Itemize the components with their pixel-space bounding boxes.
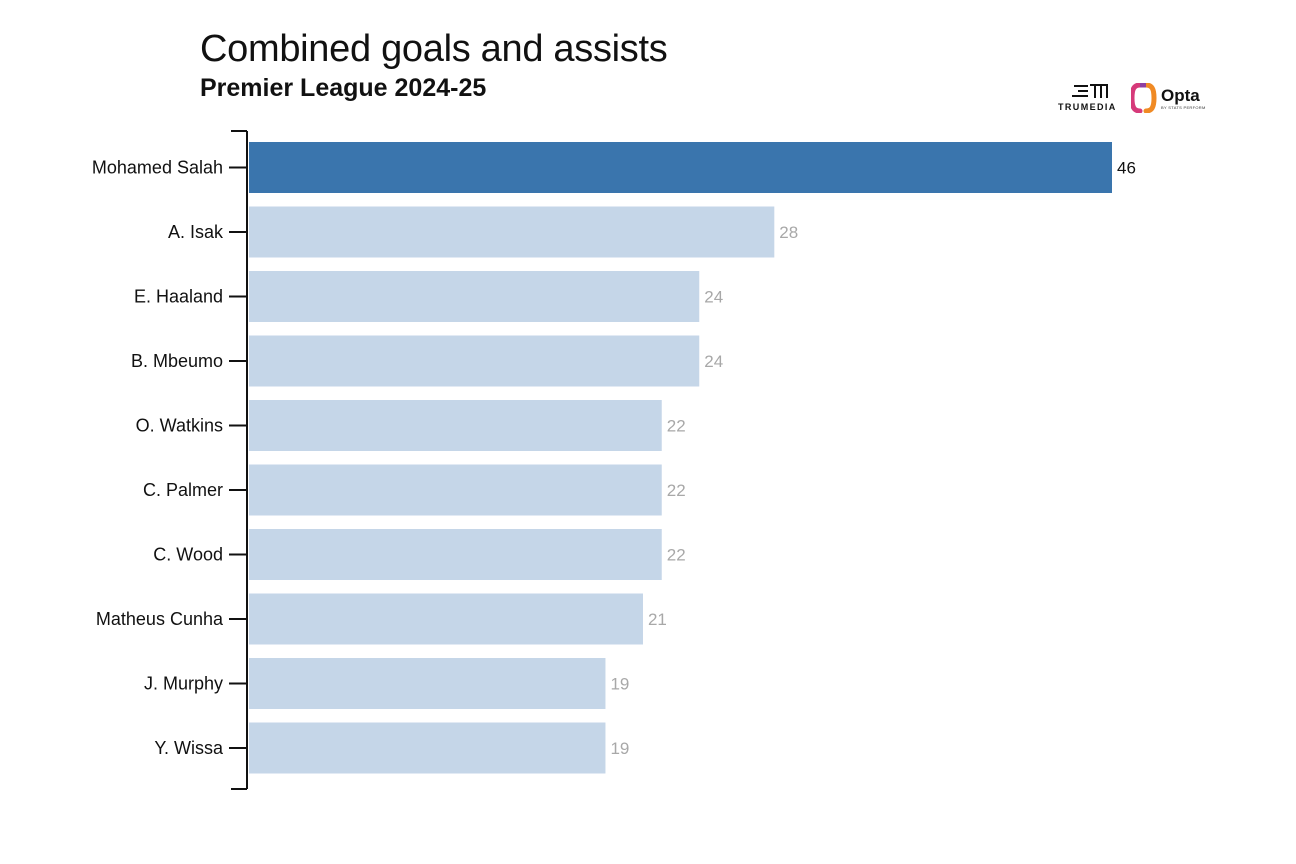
bar xyxy=(249,206,775,258)
category-label: A. Isak xyxy=(168,222,224,242)
chart-subtitle: Premier League 2024-25 xyxy=(200,74,487,102)
bar xyxy=(249,593,643,645)
trumedia-logo-icon xyxy=(1072,84,1108,98)
category-label: C. Wood xyxy=(153,545,223,565)
value-label: 22 xyxy=(667,481,686,500)
category-label: B. Mbeumo xyxy=(131,351,223,371)
value-label: 46 xyxy=(1117,159,1136,178)
bar xyxy=(249,335,700,387)
opta-logo-tagline: BY STATS PERFORM xyxy=(1161,105,1206,110)
bar xyxy=(249,658,606,709)
category-label: E. Haaland xyxy=(134,287,223,307)
opta-logo-text: Opta xyxy=(1161,86,1200,105)
category-label: Y. Wissa xyxy=(154,738,224,758)
category-label: Matheus Cunha xyxy=(96,609,224,629)
chart-title: Combined goals and assists xyxy=(200,28,668,70)
category-label: J. Murphy xyxy=(144,674,223,694)
category-label: O. Watkins xyxy=(136,416,223,436)
bar xyxy=(249,529,662,580)
value-label: 22 xyxy=(667,546,686,565)
bar xyxy=(249,464,662,516)
value-label: 28 xyxy=(779,223,798,242)
trumedia-logo-text: TRUMEDIA xyxy=(1058,102,1117,112)
value-label: 22 xyxy=(667,417,686,436)
value-label: 19 xyxy=(610,675,629,694)
value-label: 19 xyxy=(610,739,629,758)
category-label: Mohamed Salah xyxy=(92,158,223,178)
bar xyxy=(249,722,606,774)
opta-logo: Opta BY STATS PERFORM xyxy=(1131,83,1221,115)
category-label: C. Palmer xyxy=(143,480,223,500)
bar xyxy=(249,400,662,451)
trumedia-logo: TRUMEDIA xyxy=(1058,82,1124,116)
value-label: 21 xyxy=(648,610,667,629)
value-label: 24 xyxy=(704,352,723,371)
opta-logo-icon xyxy=(1131,83,1157,113)
bar xyxy=(249,142,1112,193)
value-label: 24 xyxy=(704,288,723,307)
bar xyxy=(249,271,700,322)
